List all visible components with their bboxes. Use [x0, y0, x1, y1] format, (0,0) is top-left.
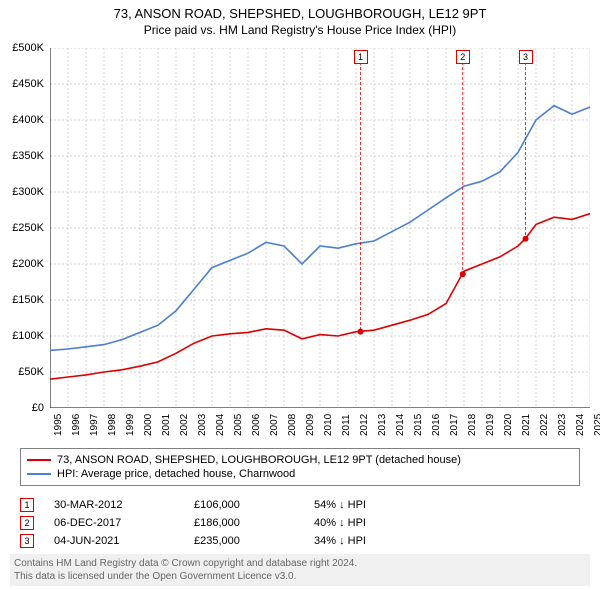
x-tick-label: 2025 — [593, 414, 600, 436]
x-tick-label: 2013 — [377, 414, 388, 436]
y-tick-label: £500K — [12, 42, 44, 54]
row-date-3: 04-JUN-2021 — [54, 535, 194, 547]
y-axis: £0£50K£100K£150K£200K£250K£300K£350K£400… — [0, 48, 48, 408]
row-diff-2: 40% ↓ HPI — [314, 517, 454, 529]
title-line1: 73, ANSON ROAD, SHEPSHED, LOUGHBOROUGH, … — [0, 6, 600, 21]
y-tick-label: £250K — [12, 222, 44, 234]
legend-swatch-property — [27, 459, 51, 461]
y-tick-label: £150K — [12, 294, 44, 306]
x-tick-label: 2007 — [269, 414, 280, 436]
footer: Contains HM Land Registry data © Crown c… — [10, 554, 590, 586]
x-tick-label: 2009 — [305, 414, 316, 436]
chart-plot-area: 1 2 3 — [50, 48, 590, 408]
row-marker-1: 1 — [20, 498, 34, 512]
x-tick-label: 2011 — [341, 414, 352, 436]
y-tick-label: £350K — [12, 150, 44, 162]
row-diff-3: 34% ↓ HPI — [314, 535, 454, 547]
x-tick-label: 2005 — [233, 414, 244, 436]
chart-svg — [50, 48, 590, 408]
y-tick-label: £50K — [18, 366, 44, 378]
x-tick-label: 1996 — [71, 414, 82, 436]
x-tick-label: 2017 — [449, 414, 460, 436]
x-tick-label: 1997 — [89, 414, 100, 436]
chart-marker-3: 3 — [519, 50, 533, 64]
data-row-3: 3 04-JUN-2021 £235,000 34% ↓ HPI — [20, 532, 580, 550]
legend-row-hpi: HPI: Average price, detached house, Char… — [27, 467, 573, 481]
chart-container: 73, ANSON ROAD, SHEPSHED, LOUGHBOROUGH, … — [0, 0, 600, 590]
y-tick-label: £400K — [12, 114, 44, 126]
x-tick-label: 2020 — [503, 414, 514, 436]
legend-label-hpi: HPI: Average price, detached house, Char… — [57, 468, 295, 480]
x-tick-label: 2002 — [179, 414, 190, 436]
x-tick-label: 2014 — [395, 414, 406, 436]
y-tick-label: £450K — [12, 78, 44, 90]
x-tick-label: 2024 — [575, 414, 586, 436]
x-tick-label: 2001 — [161, 414, 172, 436]
footer-line2: This data is licensed under the Open Gov… — [14, 571, 296, 582]
chart-marker-1: 1 — [354, 50, 368, 64]
row-price-3: £235,000 — [194, 535, 314, 547]
y-tick-label: £0 — [32, 402, 44, 414]
legend: 73, ANSON ROAD, SHEPSHED, LOUGHBOROUGH, … — [20, 448, 580, 486]
row-diff-1: 54% ↓ HPI — [314, 499, 454, 511]
y-tick-label: £100K — [12, 330, 44, 342]
x-tick-label: 2018 — [467, 414, 478, 436]
x-tick-label: 1995 — [53, 414, 64, 436]
x-tick-label: 2008 — [287, 414, 298, 436]
legend-swatch-hpi — [27, 473, 51, 475]
x-tick-label: 2012 — [359, 414, 370, 436]
row-marker-3: 3 — [20, 534, 34, 548]
x-tick-label: 2000 — [143, 414, 154, 436]
x-tick-label: 1998 — [107, 414, 118, 436]
y-tick-label: £200K — [12, 258, 44, 270]
title-block: 73, ANSON ROAD, SHEPSHED, LOUGHBOROUGH, … — [0, 0, 600, 39]
x-tick-label: 2003 — [197, 414, 208, 436]
x-axis: 1995 1996 1997 1998 1999 2000 2001 2002 2003 2004… — [50, 408, 590, 444]
row-date-2: 06-DEC-2017 — [54, 517, 194, 529]
data-row-2: 2 06-DEC-2017 £186,000 40% ↓ HPI — [20, 514, 580, 532]
x-tick-label: 2016 — [431, 414, 442, 436]
footer-line1: Contains HM Land Registry data © Crown c… — [14, 558, 357, 569]
x-tick-label: 1999 — [125, 414, 136, 436]
legend-label-property: 73, ANSON ROAD, SHEPSHED, LOUGHBOROUGH, … — [57, 454, 461, 466]
x-tick-label: 2021 — [521, 414, 532, 436]
row-marker-2: 2 — [20, 516, 34, 530]
x-tick-label: 2006 — [251, 414, 262, 436]
legend-row-property: 73, ANSON ROAD, SHEPSHED, LOUGHBOROUGH, … — [27, 453, 573, 467]
data-rows: 1 30-MAR-2012 £106,000 54% ↓ HPI 2 06-DE… — [20, 496, 580, 550]
x-tick-label: 2015 — [413, 414, 424, 436]
x-tick-label: 2023 — [557, 414, 568, 436]
title-line2: Price paid vs. HM Land Registry's House … — [0, 21, 600, 37]
y-tick-label: £300K — [12, 186, 44, 198]
x-tick-label: 2004 — [215, 414, 226, 436]
x-tick-label: 2010 — [323, 414, 334, 436]
x-tick-label: 2019 — [485, 414, 496, 436]
row-price-2: £186,000 — [194, 517, 314, 529]
data-row-1: 1 30-MAR-2012 £106,000 54% ↓ HPI — [20, 496, 580, 514]
row-date-1: 30-MAR-2012 — [54, 499, 194, 511]
row-price-1: £106,000 — [194, 499, 314, 511]
chart-marker-2: 2 — [456, 50, 470, 64]
x-tick-label: 2022 — [539, 414, 550, 436]
